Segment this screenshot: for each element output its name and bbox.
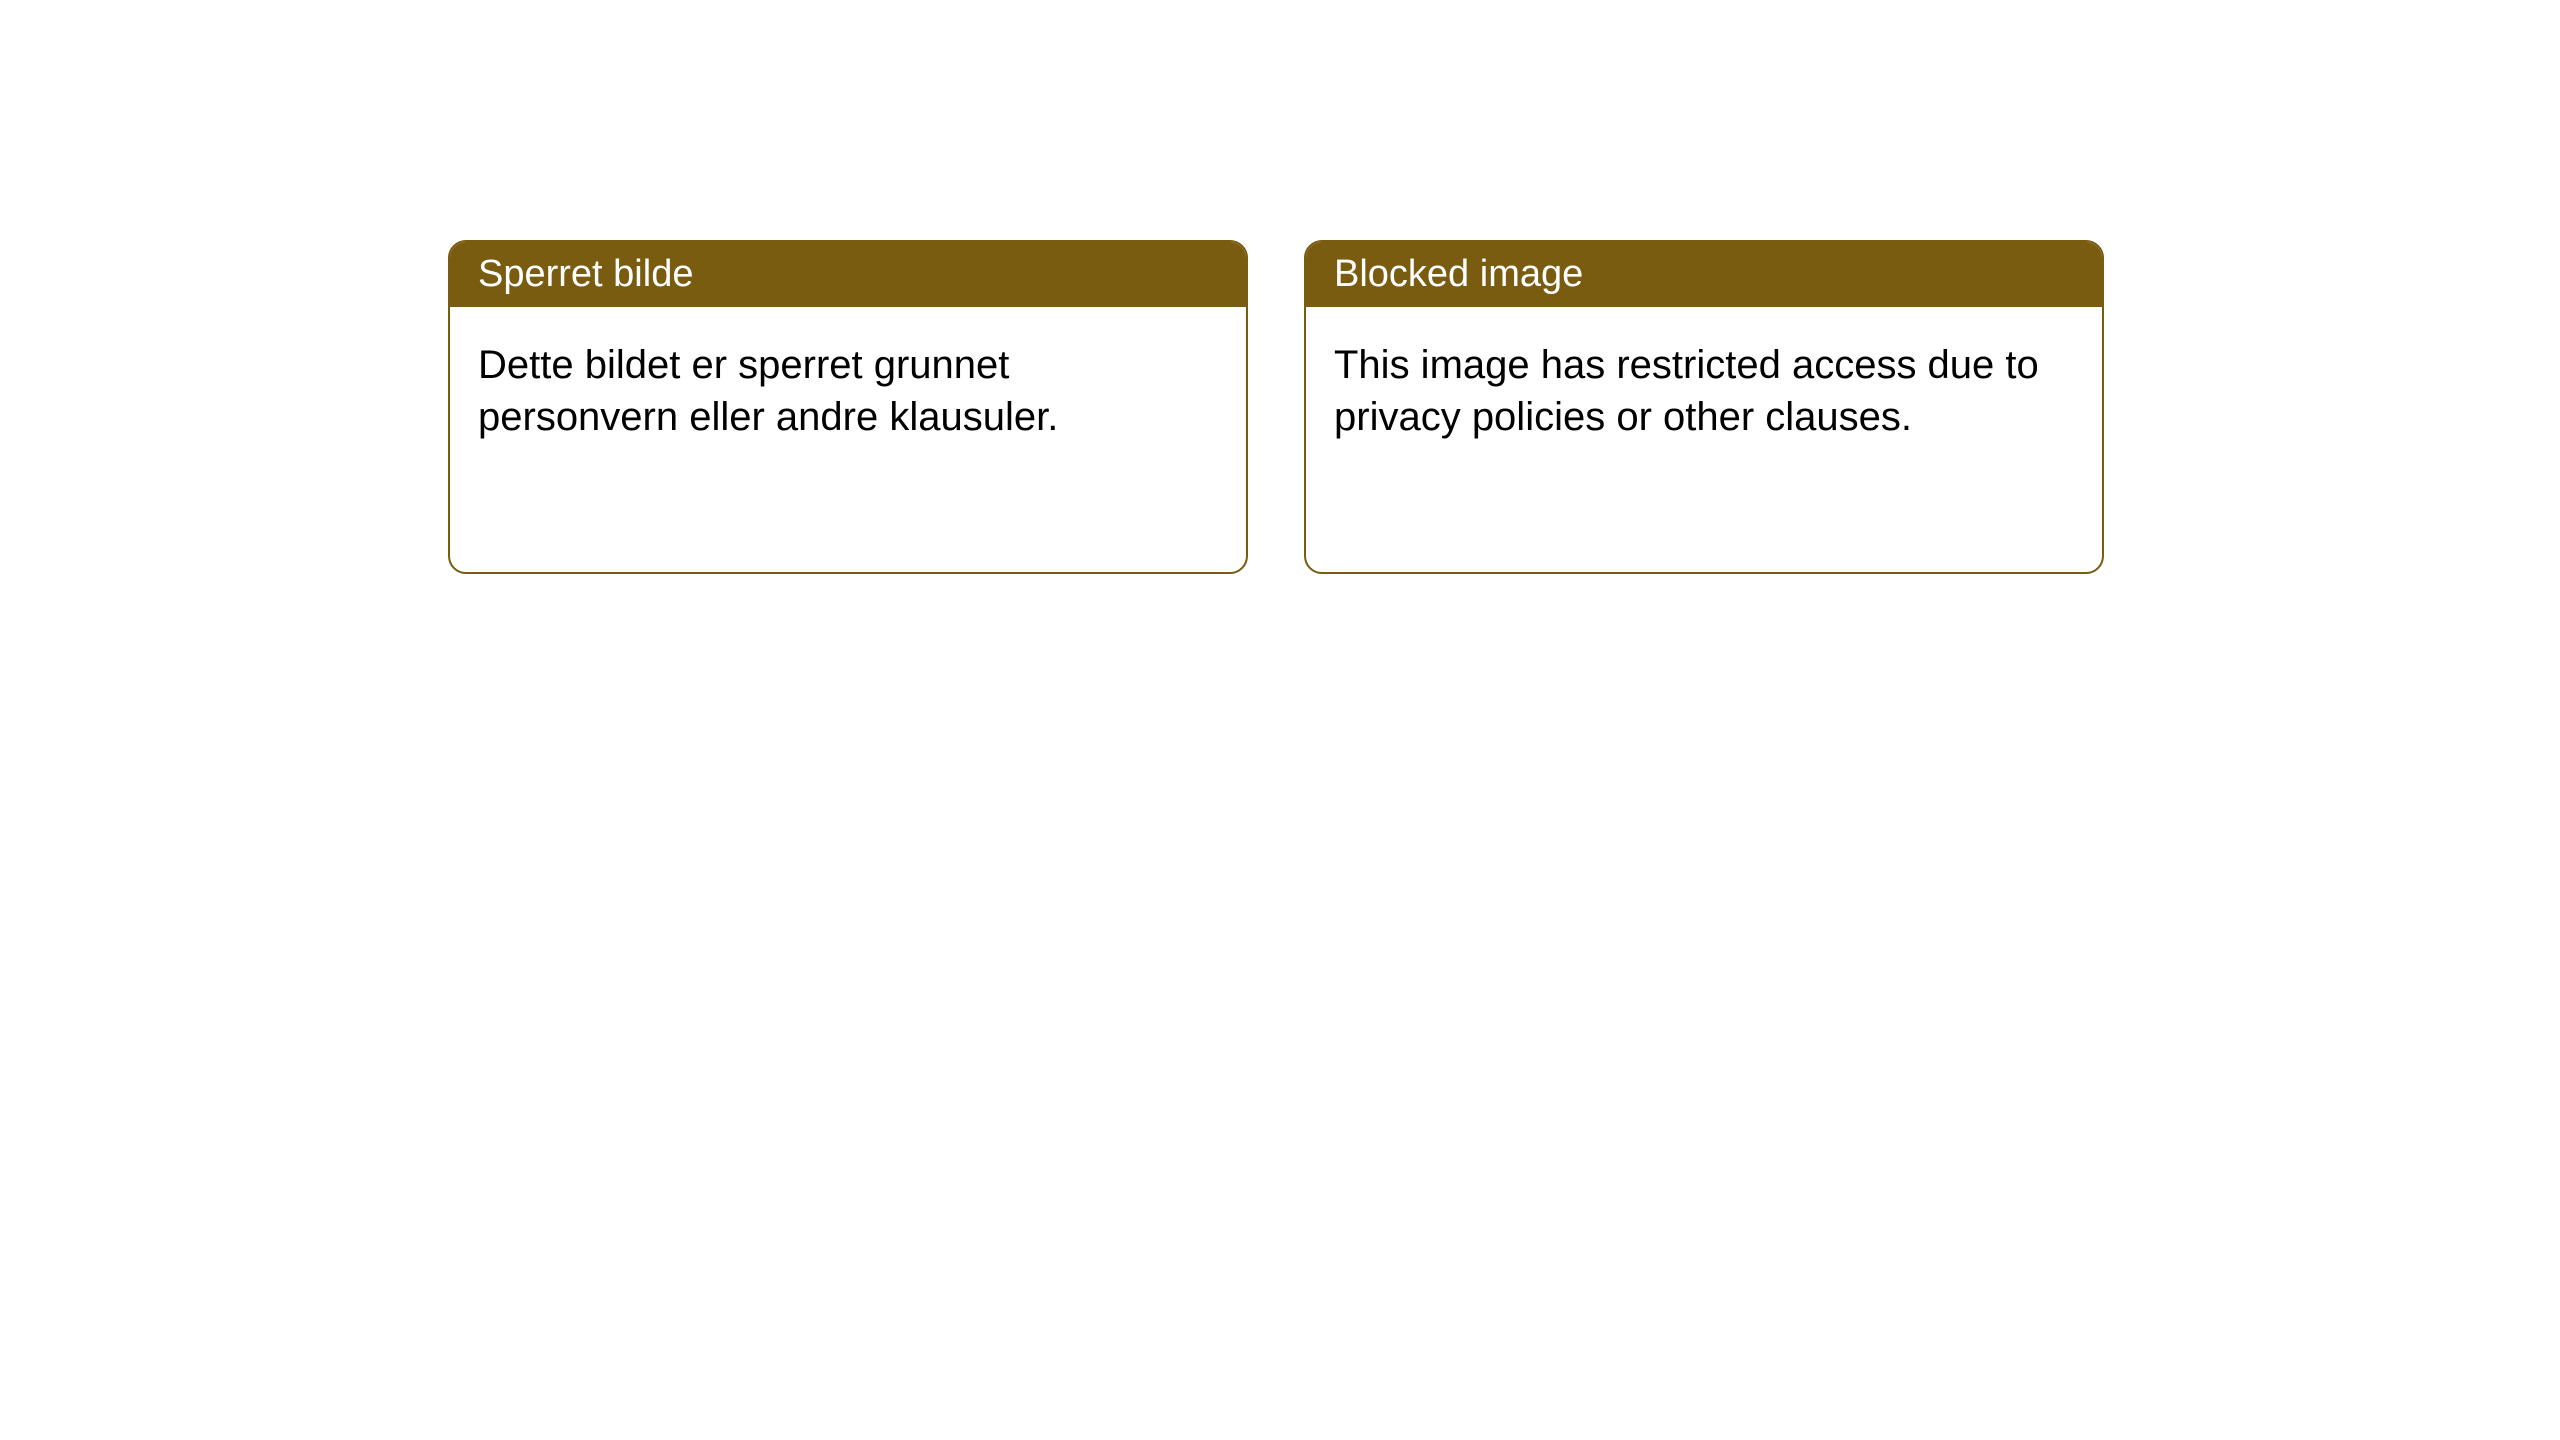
notice-message: Dette bildet er sperret grunnet personve… [478, 343, 1058, 439]
notice-header: Blocked image [1306, 242, 2102, 307]
notice-card-english: Blocked image This image has restricted … [1304, 240, 2104, 574]
notice-body: This image has restricted access due to … [1306, 307, 2102, 475]
notice-title: Blocked image [1334, 253, 1583, 295]
notice-container: Sperret bilde Dette bildet er sperret gr… [0, 0, 2560, 574]
notice-card-norwegian: Sperret bilde Dette bildet er sperret gr… [448, 240, 1248, 574]
notice-body: Dette bildet er sperret grunnet personve… [450, 307, 1246, 475]
notice-title: Sperret bilde [478, 253, 693, 295]
notice-header: Sperret bilde [450, 242, 1246, 307]
notice-message: This image has restricted access due to … [1334, 343, 2039, 439]
